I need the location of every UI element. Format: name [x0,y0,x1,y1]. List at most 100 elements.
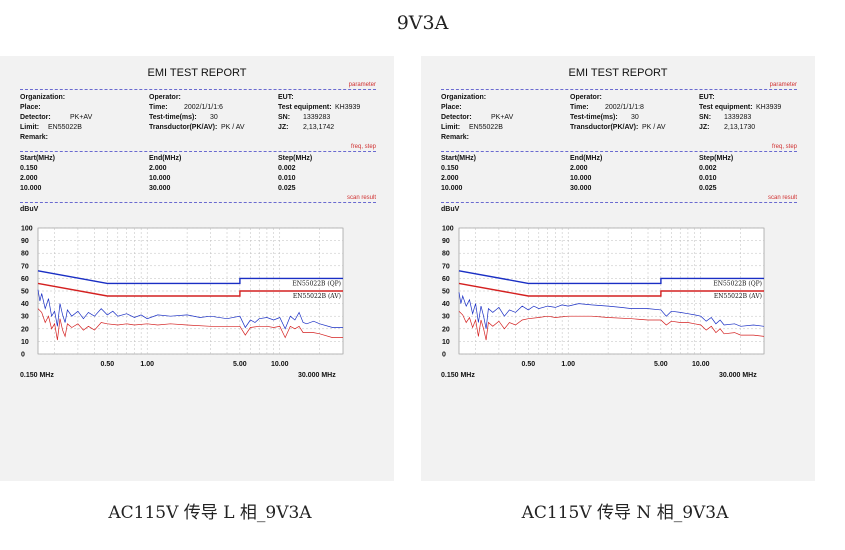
limit-line-av [37,282,343,297]
y-tick-label: 60 [21,276,29,283]
x-start-label: 0.150 MHz [441,372,475,379]
y-tick-label: 40 [442,301,450,308]
place-label: Place: [20,104,41,111]
remark-label: Remark: [441,134,470,141]
x-tick-label: 1.00 [140,361,154,368]
transducer-label: Transductor(PK/AV): [570,124,639,131]
report-title: EMI TEST REPORT [147,67,247,79]
freq-table-cell: 2.000 [441,175,459,182]
freq-table-cell: 0.010 [278,175,296,182]
time-label: Time: [149,104,168,111]
section-divider-freq-step: freq, step [20,144,376,152]
panel-caption: AC115V 传导 N 相_9V3A [521,503,729,523]
freq-table-cell: 0.002 [278,165,296,172]
freq-table-cell: 2.000 [20,175,38,182]
y-tick-label: 20 [442,326,450,333]
limit-label-qp: EN55022B (QP) [292,280,341,287]
organization-label: Organization: [441,94,487,101]
jz-label: JZ: [699,124,710,131]
panel-caption: AC115V 传导 L 相_9V3A [108,503,312,523]
limit-label: Limit: [20,124,40,131]
sn-value: 1339283 [724,114,752,121]
y-tick-label: 20 [21,326,29,333]
report-panel: EMI TEST REPORT parameter freq, step scan r… [421,56,815,481]
freq-table-cell: 2.000 [570,165,588,172]
freq-table-cell: 0.150 [20,165,38,172]
test-time-value: 30 [631,114,639,121]
eut-label: EUT: [278,94,294,101]
section-tag: parameter [346,82,376,88]
report-panel: EMI TEST REPORT parameter freq, step scan r… [0,56,394,481]
y-tick-label: 70 [21,263,29,270]
x-end-label: 30.000 MHz [719,372,757,379]
detector-label: Detector: [441,114,472,121]
freq-table-header-start: Start(MHz) [20,155,55,162]
x-tick-label: 10.00 [692,361,710,368]
freq-table-header-step: Step(MHz) [699,155,734,162]
freq-table-cell: 0.010 [699,175,717,182]
y-tick-label: 50 [21,289,29,296]
section-divider-scan-result: scan result [20,195,376,203]
y-tick-label: 100 [21,226,33,233]
freq-table-cell: 0.025 [699,185,717,192]
page-title: 9V3A [396,12,449,34]
y-tick-label: 70 [442,263,450,270]
time-value: 2002/1/1/1:6 [184,104,223,111]
section-divider-scan-result: scan result [441,195,797,203]
remark-label: Remark: [20,134,49,141]
freq-table-cell: 30.000 [570,185,592,192]
eut-label: EUT: [699,94,715,101]
limit-label-av: EN55022B (AV) [714,293,762,300]
limit-value: EN55022B [469,124,503,131]
limit-label: Limit: [441,124,461,131]
y-tick-label: 90 [21,238,29,245]
limit-line-av [458,282,764,297]
test-time-label: Test-time(ms): [149,114,197,121]
y-tick-label: 30 [442,314,450,321]
jz-label: JZ: [278,124,289,131]
y-tick-label: 100 [442,226,454,233]
y-unit-label: dBuV [20,206,39,213]
y-tick-label: 0 [21,352,25,359]
test-time-value: 30 [210,114,218,121]
x-tick-label: 0.50 [521,361,535,368]
sn-label: SN: [278,114,291,121]
jz-value: 2,13,1742 [303,124,335,131]
y-tick-label: 90 [442,238,450,245]
section-tag: scan result [765,195,797,201]
x-tick-label: 10.00 [271,361,289,368]
transducer-value: PK / AV [642,124,666,131]
y-tick-label: 50 [442,289,450,296]
x-end-label: 30.000 MHz [298,372,336,379]
freq-table-cell: 0.002 [699,165,717,172]
average-series-line [458,310,765,341]
test-time-label: Test-time(ms): [570,114,618,121]
freq-table-header-step: Step(MHz) [278,155,313,162]
section-tag: freq, step [769,144,797,150]
freq-table-header-end: End(MHz) [149,155,182,162]
y-tick-label: 30 [21,314,29,321]
x-tick-label: 5.00 [233,361,247,368]
limit-line-qp [458,270,764,285]
emi-chart: 0 10 20 30 40 50 60 70 80 90 100 0.50 1.00 5.00 10.00 E… [442,226,765,368]
limit-label-av: EN55022B (AV) [293,293,341,300]
emi-chart: 0 10 20 30 40 50 60 70 80 90 100 0.50 1.00 5.00 10.00 E… [21,226,344,368]
y-tick-label: 80 [21,251,29,258]
y-tick-label: 40 [21,301,29,308]
freq-table-cell: 0.025 [278,185,296,192]
equipment-value: KH3939 [756,104,782,111]
freq-table-header-start: Start(MHz) [441,155,476,162]
transducer-value: PK / AV [221,124,245,131]
freq-table-cell: 2.000 [149,165,167,172]
section-tag: parameter [767,82,797,88]
section-divider-parameter: parameter [441,82,797,90]
peak-series-line [37,289,343,330]
sn-label: SN: [699,114,712,121]
organization-label: Organization: [20,94,66,101]
operator-label: Operator: [149,94,181,101]
x-tick-label: 1.00 [561,361,575,368]
x-tick-label: 5.00 [654,361,668,368]
y-tick-label: 10 [21,339,29,346]
operator-label: Operator: [570,94,602,101]
y-tick-label: 0 [442,352,446,359]
